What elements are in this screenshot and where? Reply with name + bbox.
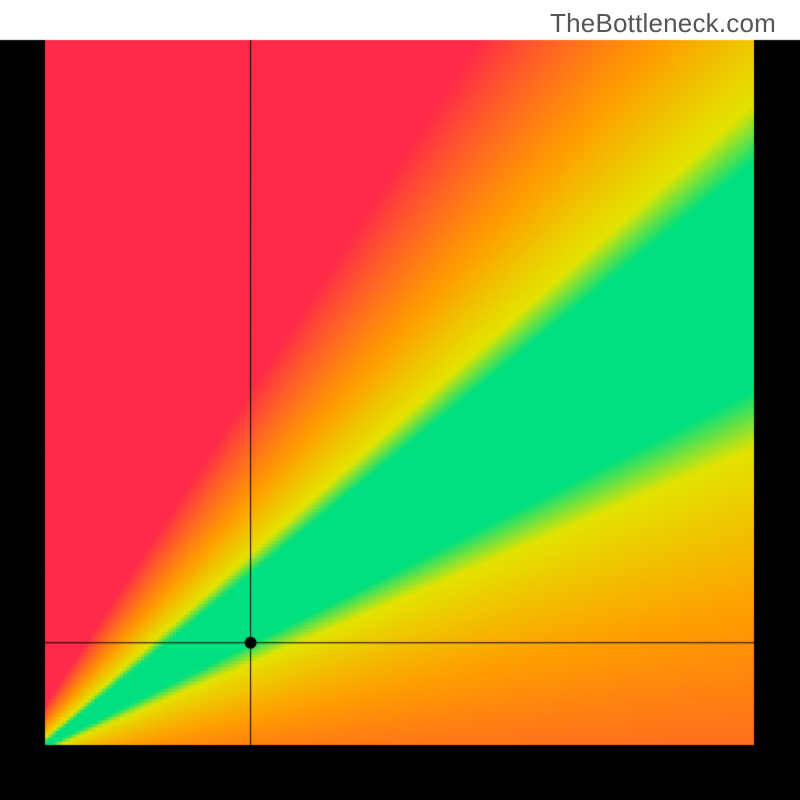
heatmap-canvas	[0, 0, 800, 800]
bottleneck-heatmap-container: TheBottleneck.com	[0, 0, 800, 800]
watermark-text: TheBottleneck.com	[550, 8, 776, 39]
